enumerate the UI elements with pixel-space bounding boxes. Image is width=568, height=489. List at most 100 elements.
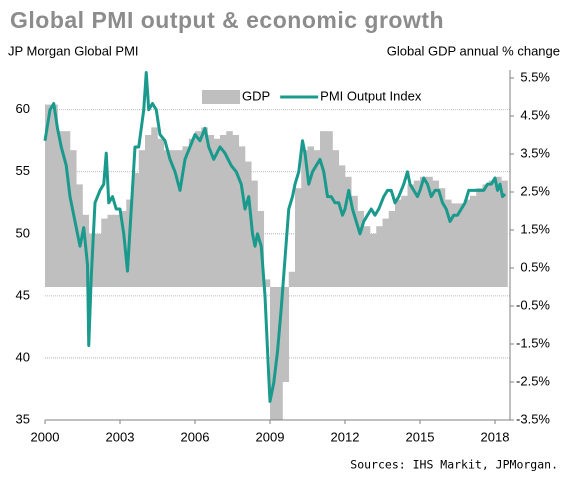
gdp-bar	[138, 150, 146, 287]
gdp-bar	[338, 165, 346, 287]
gdp-bar	[63, 131, 71, 287]
gdp-bar	[145, 134, 152, 287]
y-axis-label: JP Morgan Global PMI	[8, 43, 139, 58]
gdp-bar	[151, 127, 158, 287]
legend-bg	[196, 86, 476, 108]
gdp-bar	[320, 131, 327, 287]
pmi-line	[43, 70, 507, 403]
gdp-bar	[438, 188, 446, 287]
gdp-bar	[376, 226, 383, 287]
gdp-bar	[182, 146, 190, 287]
gdp-bar	[332, 150, 340, 287]
x-tick-label: 2003	[106, 429, 135, 444]
y-tick-label: 40	[16, 349, 30, 364]
gdp-bar	[401, 195, 408, 287]
gdp-bar	[470, 195, 477, 287]
plot-area	[43, 70, 508, 420]
gdp-bar	[345, 176, 352, 287]
gdp-bar	[501, 180, 508, 287]
x-tick-label: 2018	[481, 429, 510, 444]
y2-tick-label: -1.5%	[516, 335, 550, 350]
gdp-bar	[176, 150, 183, 287]
legend: GDP PMI Output Index	[196, 86, 476, 108]
gdp-bar	[113, 214, 121, 287]
y2-tick-label: 1.5%	[520, 221, 550, 236]
y2-tick-label: 5.5%	[520, 69, 550, 84]
gdp-bar	[263, 279, 271, 287]
gdp-bar	[495, 176, 502, 287]
legend-label: PMI Output Index	[320, 88, 422, 103]
gdp-bar	[370, 233, 377, 287]
legend-label: GDP	[242, 88, 270, 103]
gdp-bar	[282, 286, 290, 382]
gdp-bar	[407, 184, 415, 287]
y-tick-label: 45	[16, 287, 30, 302]
x-tick-label: 2012	[331, 429, 360, 444]
gdp-bar	[188, 138, 196, 287]
gdp-bar	[413, 180, 421, 287]
gdp-bar	[363, 226, 371, 287]
gdp-bar	[220, 134, 227, 287]
y2-tick-label: -2.5%	[516, 373, 550, 388]
gdp-bar	[307, 146, 315, 287]
gdp-bar	[420, 176, 427, 287]
y-tick-label: 60	[16, 101, 30, 116]
gdp-bar	[463, 199, 471, 287]
gdp-bar	[351, 195, 358, 287]
gdp-bar	[207, 134, 215, 287]
gdp-bar	[132, 172, 140, 287]
gdp-bar	[270, 286, 277, 420]
y2-tick-label: 0.5%	[520, 259, 550, 274]
gdp-bar	[301, 150, 308, 287]
gdp-bar	[170, 150, 177, 287]
gdp-bar	[51, 104, 58, 287]
gdp-bar	[238, 146, 246, 287]
gdp-bar	[76, 184, 83, 287]
gdp-bar	[382, 218, 390, 287]
gdp-bar	[95, 233, 102, 287]
gdp-bar	[276, 286, 283, 420]
gdp-bar	[445, 199, 452, 287]
y-tick-label: 35	[16, 411, 30, 426]
gdp-bar	[451, 203, 458, 287]
gdp-bar	[107, 214, 115, 287]
gdp-bar	[232, 134, 240, 287]
y2-axis-label: Global GDP annual % change	[387, 43, 560, 58]
gdp-bar	[488, 180, 496, 287]
x-tick-label: 2006	[181, 429, 210, 444]
y2-tick-label: 4.5%	[520, 107, 550, 122]
gdp-bar	[426, 176, 433, 287]
source-note: Sources: IHS Markit, JPMorgan.	[350, 458, 558, 472]
gdp-bar	[226, 131, 233, 287]
gdp-bar	[313, 150, 321, 287]
gdp-bar	[357, 210, 365, 287]
gdp-bar	[163, 150, 171, 287]
y-tick-label: 50	[16, 225, 30, 240]
gdp-bar	[476, 188, 483, 287]
gdp-bar	[195, 131, 202, 287]
gdp-bar	[201, 127, 208, 287]
gdp-bar	[295, 188, 302, 287]
y-tick-label: 55	[16, 163, 30, 178]
gdp-bar	[213, 138, 221, 287]
gdp-bar	[251, 180, 258, 287]
x-tick-label: 2009	[256, 429, 285, 444]
gdp-bar	[57, 131, 65, 287]
y2-tick-label: 2.5%	[520, 183, 550, 198]
gdp-bar	[326, 131, 333, 287]
chart-title: Global PMI output & economic growth	[10, 7, 444, 33]
gdp-bar	[482, 184, 490, 287]
x-tick-label: 2000	[31, 429, 60, 444]
gdp-bar	[120, 210, 127, 287]
y2-tick-label: -3.5%	[516, 411, 550, 426]
gdp-bar	[45, 104, 52, 287]
gdp-bar	[395, 199, 402, 287]
gdp-bar	[245, 161, 252, 287]
legend-swatch	[202, 90, 240, 104]
gdp-bar	[388, 210, 396, 287]
y2-tick-label: -0.5%	[516, 297, 550, 312]
gdp-bar	[101, 218, 108, 287]
gdp-bar	[288, 271, 296, 287]
gdp-bar	[457, 203, 465, 287]
